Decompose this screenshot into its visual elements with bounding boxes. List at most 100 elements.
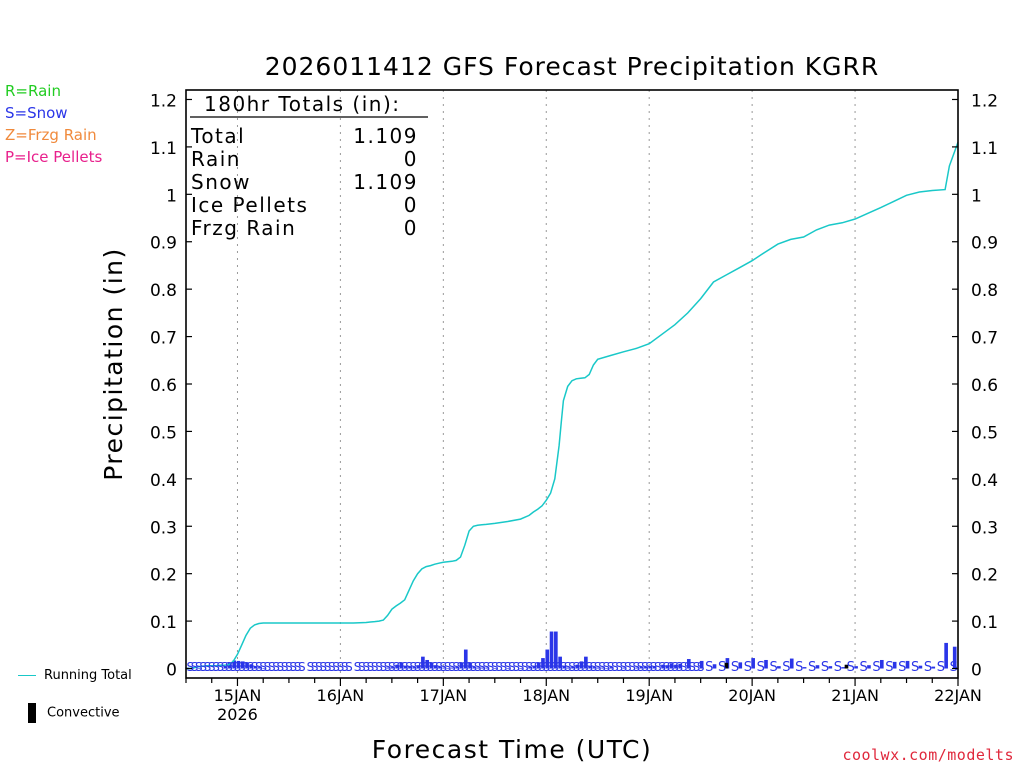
y-tick-label-left: 1.2 <box>150 91 177 111</box>
precip-bar <box>519 668 524 669</box>
x-tick-label: 16JAN <box>317 686 365 705</box>
snow-marker: S <box>898 660 906 675</box>
x-tick-label: 17JAN <box>419 686 467 705</box>
precip-bar <box>416 665 421 669</box>
snow-marker: S <box>418 660 426 674</box>
precip-bar <box>652 666 657 669</box>
snow-marker: S <box>795 660 803 675</box>
snow-marker: S <box>598 660 606 674</box>
snow-marker: S <box>474 660 482 674</box>
snow-marker: S <box>508 660 516 674</box>
x-tick-sublabel: 2026 <box>217 705 258 724</box>
snow-marker: S <box>555 660 563 674</box>
precip-bar <box>493 668 498 669</box>
running-total-label: Running Total <box>44 668 132 683</box>
snow-marker: S <box>281 660 289 674</box>
precip-bar <box>228 662 232 669</box>
snow-marker: S <box>337 660 345 674</box>
x-tick-label: 22JAN <box>934 686 982 705</box>
precip-bar <box>395 664 399 669</box>
snow-marker: S <box>341 660 349 674</box>
precip-bar <box>459 662 464 669</box>
snow-marker: S <box>667 660 675 674</box>
snow-marker: S <box>872 660 880 675</box>
legend-rain: R=Rain <box>5 82 61 100</box>
totals-label: Rain <box>191 147 241 171</box>
snow-marker: S <box>371 660 379 674</box>
snow-marker: S <box>259 660 267 674</box>
snow-marker: S <box>388 660 396 674</box>
snow-marker: S <box>572 660 580 674</box>
precip-bar <box>571 666 575 669</box>
precip-bar <box>579 661 584 669</box>
precip-bar <box>438 666 442 669</box>
totals-value: 0 <box>404 147 418 171</box>
snow-marker: S <box>782 660 790 675</box>
snow-marker: S <box>298 660 306 674</box>
precip-bar <box>554 631 558 669</box>
legend-ice-pellets: P=Ice Pellets <box>5 148 103 166</box>
snow-marker: S <box>491 660 499 674</box>
snow-marker: S <box>757 660 765 675</box>
snow-marker: S <box>294 660 302 674</box>
snow-marker: S <box>444 660 452 674</box>
snow-marker: S <box>427 660 435 674</box>
snow-marker: S <box>688 660 696 674</box>
totals-label: Snow <box>191 170 251 194</box>
y-tick-label-left: 1.1 <box>150 139 177 159</box>
running-total-line <box>186 141 959 670</box>
snow-marker: S <box>521 660 529 674</box>
precip-bar <box>240 661 245 669</box>
snow-marker: S <box>457 660 465 674</box>
snow-marker: S <box>448 660 456 674</box>
y-tick-label-right: 0 <box>971 661 982 681</box>
snow-marker: S <box>628 660 636 674</box>
precip-bar <box>433 665 438 669</box>
snow-marker: S <box>577 660 585 674</box>
snow-marker: S <box>435 660 443 674</box>
precip-bar <box>665 665 670 669</box>
snow-marker: S <box>611 660 619 674</box>
y-tick-label-left: 0.6 <box>150 376 177 396</box>
snow-marker: S <box>885 660 893 675</box>
snow-marker: S <box>924 660 932 675</box>
totals-label: Frzg Rain <box>191 216 296 240</box>
snow-marker: S <box>585 660 593 674</box>
precip-bar <box>605 668 610 669</box>
snow-marker: S <box>379 660 387 674</box>
totals-value: 1.109 <box>353 170 418 194</box>
precip-bar <box>669 663 674 669</box>
snow-marker: S <box>624 660 632 674</box>
snow-marker: S <box>345 660 353 674</box>
snow-marker: S <box>512 660 520 674</box>
snow-marker: S <box>658 660 666 674</box>
snow-marker: S <box>362 660 370 674</box>
snow-marker: S <box>204 660 212 674</box>
snow-marker: S <box>431 660 439 674</box>
precip-bar <box>635 667 640 669</box>
snow-marker: S <box>238 660 246 674</box>
precip-bar <box>952 646 957 669</box>
precip-bar <box>545 649 550 669</box>
snow-marker: S <box>272 660 280 674</box>
precip-bar <box>468 662 472 669</box>
precip-bar <box>644 666 648 669</box>
precip-bar <box>596 667 601 669</box>
precip-bar <box>678 663 683 669</box>
snow-marker: S <box>500 660 508 674</box>
snow-marker: S <box>654 660 662 674</box>
snow-marker: S <box>744 660 752 675</box>
snow-marker: S <box>328 660 336 674</box>
y-tick-label-right: 0.6 <box>971 376 998 396</box>
snow-marker: S <box>680 660 688 674</box>
precip-bar <box>841 667 846 669</box>
precip-bar <box>777 666 781 669</box>
snow-marker: S <box>367 660 375 674</box>
y-tick-label-right: 1 <box>971 186 982 206</box>
snow-marker: S <box>551 660 559 674</box>
snow-marker: S <box>478 660 486 674</box>
y-tick-label-left: 0.7 <box>150 329 177 349</box>
precip-bar <box>429 662 434 669</box>
precip-bar <box>592 667 597 669</box>
precip-bar <box>828 666 833 669</box>
